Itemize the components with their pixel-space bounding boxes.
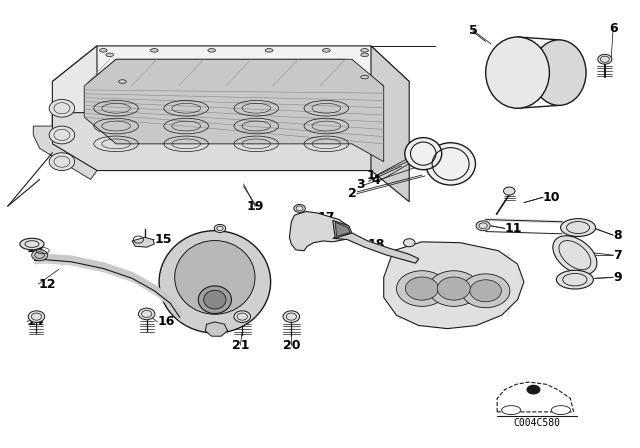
Ellipse shape <box>361 53 369 56</box>
Ellipse shape <box>283 311 300 323</box>
Ellipse shape <box>598 54 612 64</box>
Ellipse shape <box>553 236 597 275</box>
Ellipse shape <box>476 221 490 231</box>
Ellipse shape <box>361 75 369 79</box>
Text: 16: 16 <box>157 315 175 328</box>
Text: 9: 9 <box>613 271 621 284</box>
Ellipse shape <box>49 99 75 117</box>
Ellipse shape <box>214 224 226 233</box>
Text: 14: 14 <box>27 315 44 328</box>
Ellipse shape <box>20 238 44 250</box>
Ellipse shape <box>100 48 107 52</box>
Ellipse shape <box>405 277 438 300</box>
Ellipse shape <box>150 48 158 52</box>
Ellipse shape <box>159 231 271 333</box>
Text: 15: 15 <box>154 233 172 246</box>
Ellipse shape <box>265 48 273 52</box>
Ellipse shape <box>118 80 126 83</box>
Text: 10: 10 <box>543 191 561 204</box>
Text: 19: 19 <box>246 200 264 213</box>
Ellipse shape <box>208 48 216 52</box>
Text: 18: 18 <box>368 238 385 251</box>
Ellipse shape <box>198 286 232 314</box>
Text: 17: 17 <box>317 211 335 224</box>
Ellipse shape <box>49 126 75 144</box>
Ellipse shape <box>461 274 510 308</box>
Polygon shape <box>52 113 409 171</box>
Text: 13: 13 <box>27 242 44 255</box>
Ellipse shape <box>532 40 586 105</box>
Ellipse shape <box>504 187 515 195</box>
Ellipse shape <box>175 241 255 314</box>
Ellipse shape <box>361 48 369 52</box>
Text: 21: 21 <box>232 339 249 352</box>
Polygon shape <box>84 59 384 86</box>
Polygon shape <box>52 46 409 82</box>
Ellipse shape <box>437 277 470 300</box>
Text: 12: 12 <box>38 278 56 291</box>
Ellipse shape <box>556 270 593 289</box>
Ellipse shape <box>403 239 415 247</box>
Ellipse shape <box>426 143 476 185</box>
Ellipse shape <box>428 271 479 306</box>
Text: 8: 8 <box>613 228 621 241</box>
Text: 1: 1 <box>367 169 376 182</box>
Polygon shape <box>333 220 352 238</box>
Text: 3: 3 <box>356 178 365 191</box>
Text: 4: 4 <box>372 174 381 187</box>
Text: 2: 2 <box>348 187 357 200</box>
Ellipse shape <box>323 48 330 52</box>
Ellipse shape <box>551 405 570 414</box>
Text: 11: 11 <box>505 222 522 235</box>
Ellipse shape <box>527 385 540 395</box>
Text: 6: 6 <box>609 22 618 34</box>
Ellipse shape <box>502 405 521 414</box>
Text: 7: 7 <box>613 249 622 262</box>
Polygon shape <box>333 233 419 263</box>
Text: C004C580: C004C580 <box>513 418 560 428</box>
Polygon shape <box>33 126 97 180</box>
Polygon shape <box>132 237 154 247</box>
Ellipse shape <box>204 290 226 309</box>
Ellipse shape <box>28 311 45 323</box>
Text: 20: 20 <box>283 339 300 352</box>
Polygon shape <box>335 222 350 237</box>
Ellipse shape <box>404 138 442 170</box>
Polygon shape <box>52 46 97 171</box>
Polygon shape <box>371 46 409 202</box>
Ellipse shape <box>396 271 447 306</box>
Text: 5: 5 <box>468 24 477 37</box>
Polygon shape <box>289 211 351 251</box>
Polygon shape <box>497 382 573 412</box>
Ellipse shape <box>49 153 75 171</box>
Ellipse shape <box>470 280 501 302</box>
Ellipse shape <box>138 308 155 320</box>
Ellipse shape <box>234 311 250 323</box>
Polygon shape <box>205 322 228 336</box>
Polygon shape <box>84 59 384 162</box>
Polygon shape <box>384 242 524 329</box>
Ellipse shape <box>561 219 596 237</box>
Ellipse shape <box>106 53 113 56</box>
Ellipse shape <box>294 204 305 212</box>
Ellipse shape <box>486 37 549 108</box>
Ellipse shape <box>31 250 47 261</box>
